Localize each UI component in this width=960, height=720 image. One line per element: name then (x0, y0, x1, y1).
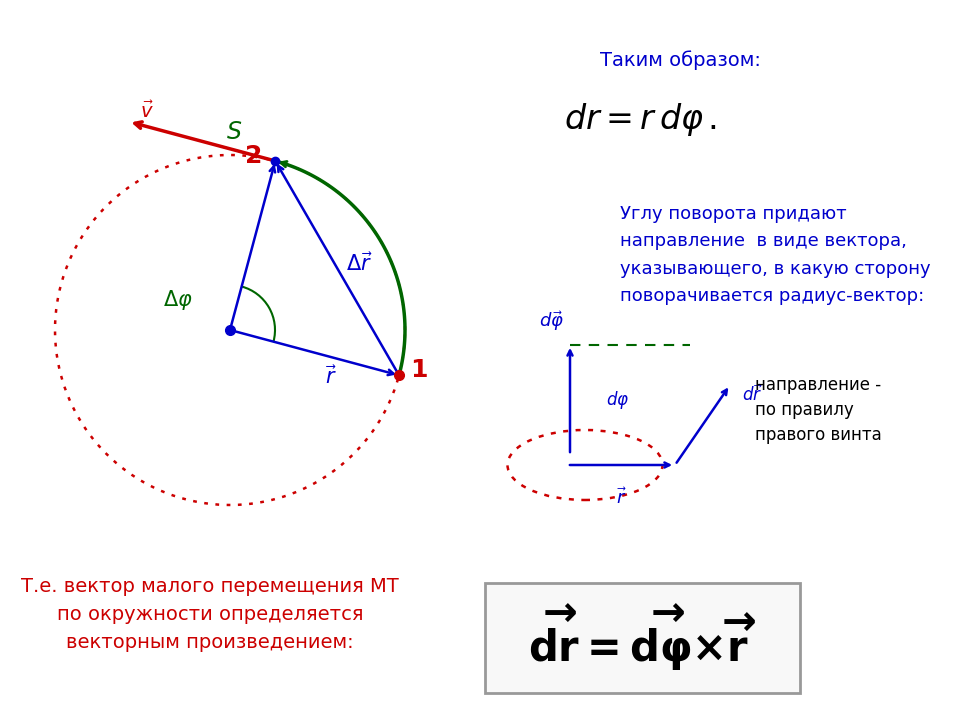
Text: $\vec{v}$: $\vec{v}$ (139, 101, 154, 122)
FancyBboxPatch shape (485, 583, 800, 693)
Text: $\vec{r}$: $\vec{r}$ (324, 366, 337, 388)
Text: S: S (227, 120, 242, 144)
Text: $\Delta\vec{r}$: $\Delta\vec{r}$ (346, 252, 372, 274)
Text: $\vec{r}$: $\vec{r}$ (615, 487, 627, 508)
Text: 1: 1 (410, 359, 428, 382)
Text: $\Delta\varphi$: $\Delta\varphi$ (163, 288, 193, 312)
Text: Т.е. вектор малого перемещения МТ
по окружности определяется
векторным произведе: Т.е. вектор малого перемещения МТ по окр… (21, 577, 398, 652)
Text: $d\vec{r}$: $d\vec{r}$ (742, 384, 762, 405)
Text: $dr = r\,d\varphi\,.$: $dr = r\,d\varphi\,.$ (564, 102, 716, 138)
Text: Углу поворота придают
направление  в виде вектора,
указывающего, в какую сторону: Углу поворота придают направление в виде… (620, 205, 930, 305)
Text: $\mathbf{\overrightarrow{dr}}$$\mathbf{ = }$$\mathbf{\overrightarrow{d\varphi}}$: $\mathbf{\overrightarrow{dr}}$$\mathbf{ … (528, 603, 756, 673)
Text: $d\varphi$: $d\varphi$ (607, 389, 630, 411)
Text: направление -
по правилу
правого винта: направление - по правилу правого винта (755, 376, 881, 444)
Text: $d\vec{\varphi}$: $d\vec{\varphi}$ (540, 309, 564, 333)
Text: Таким образом:: Таким образом: (600, 50, 760, 70)
Text: 2: 2 (245, 144, 262, 168)
